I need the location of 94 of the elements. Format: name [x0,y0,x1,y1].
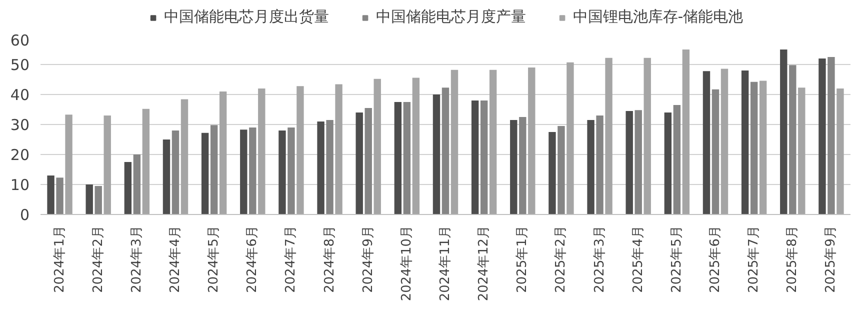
x-tick-label: 2024年12月 [476,225,492,302]
y-tick-label: 20 [10,146,30,164]
bar [172,130,180,214]
bar [605,58,612,214]
bar [519,117,526,214]
bar [356,112,363,214]
bar [180,99,188,214]
x-tick-label: 2025年5月 [669,225,684,293]
bar [133,154,141,214]
bar [201,132,209,214]
bar [394,102,402,214]
x-tick-label: 2024年9月 [360,225,376,293]
bar [480,100,488,214]
bar [47,176,54,214]
bar [258,88,266,214]
bar [741,70,749,214]
bar [702,71,710,214]
x-tick-label: 2024年8月 [322,225,338,293]
legend-label: 中国储能电芯月度出货量 [164,8,329,26]
bar [278,130,286,214]
bar [673,105,681,214]
y-tick-label: 10 [10,176,30,194]
bar [432,94,440,214]
bar [510,120,518,214]
x-tick-label: 2025年2月 [554,225,569,293]
x-tick-label: 2024年3月 [129,225,144,293]
bar [828,57,835,214]
bar [780,50,788,214]
bar [412,78,420,214]
bar [65,114,72,214]
bar [210,125,218,214]
x-tick-label: 2024年11月 [438,225,453,302]
y-tick-label: 60 [10,32,30,50]
y-tick-label: 0 [20,206,30,224]
bar [558,126,565,214]
bar [296,86,304,214]
bar [249,128,256,214]
x-tick-label: 2024年2月 [90,225,106,293]
x-tick-label: 2024年7月 [284,225,299,293]
x-tick-label: 2025年4月 [630,225,646,293]
bar [240,130,248,214]
bar [403,102,411,214]
bar [548,132,556,214]
bar [450,70,458,214]
bar [587,120,594,214]
bar [162,140,170,214]
bar [626,111,633,214]
y-tick-label: 40 [10,86,30,104]
bar [442,88,450,214]
bar [326,120,334,214]
bar [94,186,102,214]
bar [596,116,604,214]
x-tick-label: 2025年7月 [746,225,762,293]
x-tick-label: 2024年4月 [168,225,183,293]
x-tick-label: 2024年6月 [245,225,260,293]
bar [682,50,690,214]
x-tick-label: 2025年6月 [708,225,723,293]
bar [759,80,767,214]
bar [317,122,324,214]
bar [471,100,479,214]
bar [634,110,642,214]
bar [720,68,728,214]
bar [644,58,651,214]
bar [818,58,826,214]
x-tick-label: 2025年8月 [785,225,800,293]
x-tick-label: 2025年3月 [592,225,608,293]
bar [142,108,150,214]
bar [219,92,227,214]
x-tick-label: 2024年10月 [399,225,414,302]
bar [335,84,342,214]
bar [288,128,295,214]
bar [798,88,806,214]
legend-label: 中国锂电池库存-储能电池 [572,8,744,26]
bar [712,89,720,214]
bar [489,70,497,214]
x-tick-label: 2024年1月 [52,225,68,293]
bar [104,116,111,214]
bar [750,82,758,214]
bar [124,162,132,214]
legend-label: 中国储能电芯月度产量 [376,8,526,26]
x-tick-label: 2025年1月 [515,225,530,293]
y-tick-label: 30 [10,116,30,134]
bar [664,112,672,214]
bar [789,65,796,214]
x-tick-label: 2024年5月 [206,225,222,293]
x-tick-label: 2025年9月 [824,225,839,293]
bar [56,178,64,214]
bar [528,68,536,214]
bar [836,88,844,214]
bar [364,108,372,214]
bar [566,62,574,214]
bar [86,184,93,214]
y-tick-label: 50 [10,56,30,74]
bar [374,78,381,214]
